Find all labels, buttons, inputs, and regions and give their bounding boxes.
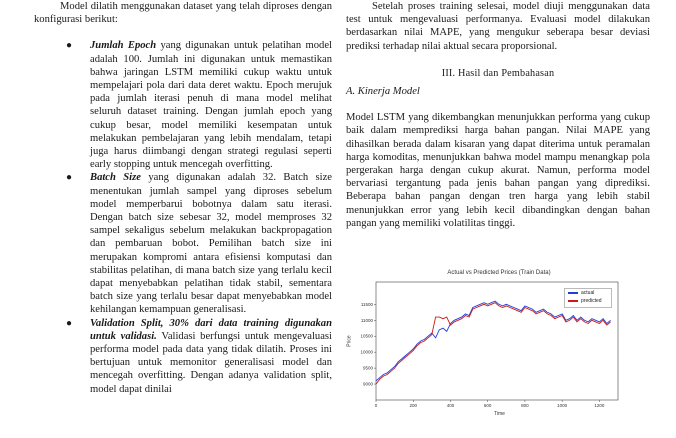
bullet-text: yang digunakan adalah 32. Batch size men… [90,172,332,316]
y-tick-label: 10500 [360,334,373,339]
legend-item-actual: actual [565,289,611,297]
evaluation-paragraph: Setelah proses training selesai, model d… [346,1,650,52]
x-axis-title: Time [494,411,505,417]
legend-item-predicted: predicted [565,297,611,305]
x-tick-label: 400 [447,403,455,408]
legend-swatch-actual [568,292,578,294]
right-column: Setelah proses training selesai, model d… [346,0,650,230]
left-column: Model dilatih menggunakan dataset yang t… [34,0,332,396]
section-heading: III. Hasil dan Pembahasan [441,67,555,79]
chart-title: Actual vs Predicted Prices (Train Data) [447,270,551,276]
legend-label-predicted: predicted [581,298,602,304]
chart-legend: actual predicted [564,288,612,308]
chart-plot: 0 200 400 600 800 1000 1200 9000 9500 10000 10500 1… [360,281,619,408]
x-tick-label: 800 [521,403,529,408]
series-line-actual [375,300,611,382]
legend-label-actual: actual [581,290,595,296]
performance-paragraph: Model LSTM yang dikembangkan menunjukkan… [346,112,650,229]
x-tick-label: 0 [375,403,378,408]
y-tick-label: 9000 [363,382,374,387]
plot-frame [375,281,619,401]
bullet-text: yang digunakan untuk pelatihan model ada… [90,40,332,171]
x-tick-label: 1200 [594,403,605,408]
price-chart: Actual vs Predicted Prices (Train Data) … [344,268,634,418]
y-tick-label: 10000 [360,350,373,355]
bullet-icon: ● [66,40,73,52]
bullet-text: Validasi berfungsi untuk mengevaluasi pe… [90,330,332,395]
intro-paragraph: Model dilatih menggunakan dataset yang t… [34,1,332,26]
bullet-epoch: ● Jumlah Epoch yang digunakan untuk pela… [34,39,332,171]
bullet-batch-size: ● Batch Size yang digunakan adalah 32. B… [34,171,332,316]
bullet-validation-split: ● Validation Split, 30% dari data traini… [34,317,332,396]
bullet-icon: ● [66,317,73,329]
bullet-lead: Jumlah Epoch [90,40,157,52]
x-tick-label: 1000 [557,403,568,408]
bullet-lead: Validation Split, 30% dari data training… [90,317,332,342]
y-tick-label: 11500 [361,302,374,307]
x-tick-label: 200 [409,403,417,408]
y-tick-label: 11000 [361,318,374,323]
x-tick-label: 600 [484,403,492,408]
subsection-heading: A. Kinerja Model [346,86,420,98]
bullet-lead: Batch Size [90,172,141,184]
y-tick-label: 9500 [363,366,374,371]
series-line-predicted [375,302,611,385]
bullet-icon: ● [66,172,73,184]
legend-swatch-predicted [568,300,578,302]
